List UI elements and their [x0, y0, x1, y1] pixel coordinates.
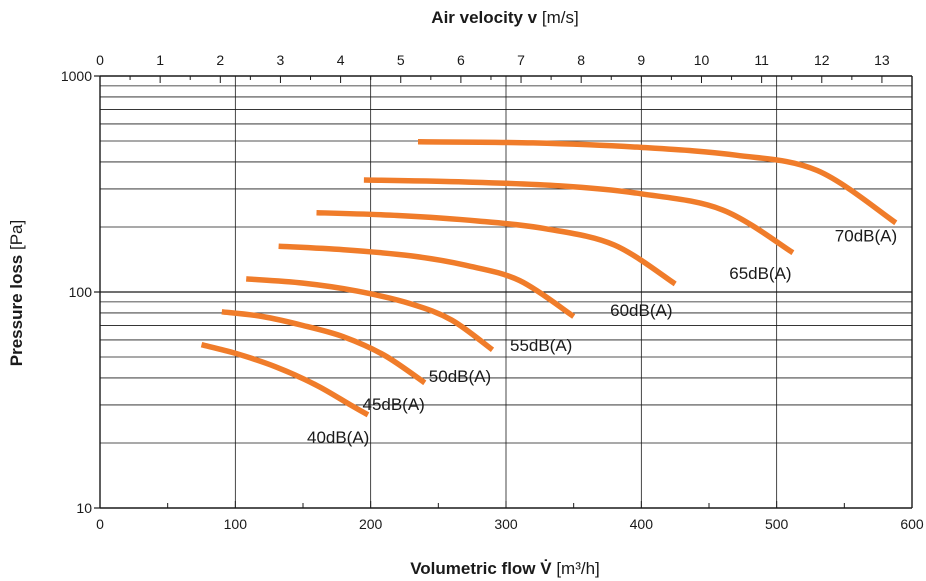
x2-tick-label: 7	[517, 52, 525, 68]
y-axis-title: Pressure loss [Pa]	[7, 220, 26, 367]
x-tick-label: 600	[900, 516, 924, 532]
y-tick-label: 10	[76, 500, 92, 516]
x2-tick-label: 9	[637, 52, 645, 68]
x-tick-label: 400	[630, 516, 654, 532]
x-tick-label: 500	[765, 516, 789, 532]
series-curve-6	[363, 177, 795, 256]
y-tick-label: 1000	[61, 68, 92, 84]
x-tick-label: 0	[96, 516, 104, 532]
series-label-3: 50dB(A)	[429, 367, 491, 386]
series-curves	[200, 139, 898, 418]
y-tick-label: 100	[69, 284, 93, 300]
x-axis-title: Volumetric flow V̇ [m³/h]	[410, 559, 600, 578]
x2-tick-label: 10	[694, 52, 710, 68]
series-label-5: 60dB(A)	[610, 301, 672, 320]
series-curve-2	[221, 309, 427, 386]
series-curve-4	[278, 243, 576, 319]
x2-tick-label: 12	[814, 52, 830, 68]
x2-tick-label: 0	[96, 52, 104, 68]
x-tick-label: 300	[494, 516, 518, 532]
series-label-4: 55dB(A)	[510, 336, 572, 355]
series-labels: 40dB(A) 45dB(A) 50dB(A) 55dB(A) 60dB(A) 65dB(…	[307, 227, 897, 447]
series-curve-3	[245, 276, 495, 353]
x2-axis-title-unit: [m/s]	[542, 8, 579, 27]
x2-tick-label: 4	[337, 52, 345, 68]
x2-axis-title: Air velocity v [m/s]	[431, 8, 578, 27]
x2-tick-label: 13	[874, 52, 890, 68]
x2-tick-label: 6	[457, 52, 465, 68]
series-label-7: 70dB(A)	[835, 227, 897, 246]
series-label-1: 40dB(A)	[307, 428, 369, 447]
x-tick-label: 200	[359, 516, 383, 532]
x2-tick-label: 1	[156, 52, 164, 68]
x2-tick-label: 3	[277, 52, 285, 68]
x2-axis-title-main: Air velocity v	[431, 8, 537, 27]
x-axis-title-main: Volumetric flow V̇	[410, 559, 552, 578]
series-curve-7	[417, 139, 898, 226]
x-tick-label: 100	[224, 516, 248, 532]
x-axis-title-unit: [m³/h]	[556, 559, 599, 578]
series-curve-5	[316, 209, 677, 287]
x2-tick-label: 2	[216, 52, 224, 68]
y-axis-title-main: Pressure loss	[7, 255, 26, 367]
x2-tick-label: 11	[754, 52, 769, 68]
y-axis-title-unit: [Pa]	[7, 220, 26, 250]
series-label-6: 65dB(A)	[729, 264, 791, 283]
x2-tick-label: 5	[397, 52, 405, 68]
x2-tick-label: 8	[577, 52, 585, 68]
series-curve-1	[200, 342, 370, 418]
series-label-2: 45dB(A)	[362, 395, 424, 414]
